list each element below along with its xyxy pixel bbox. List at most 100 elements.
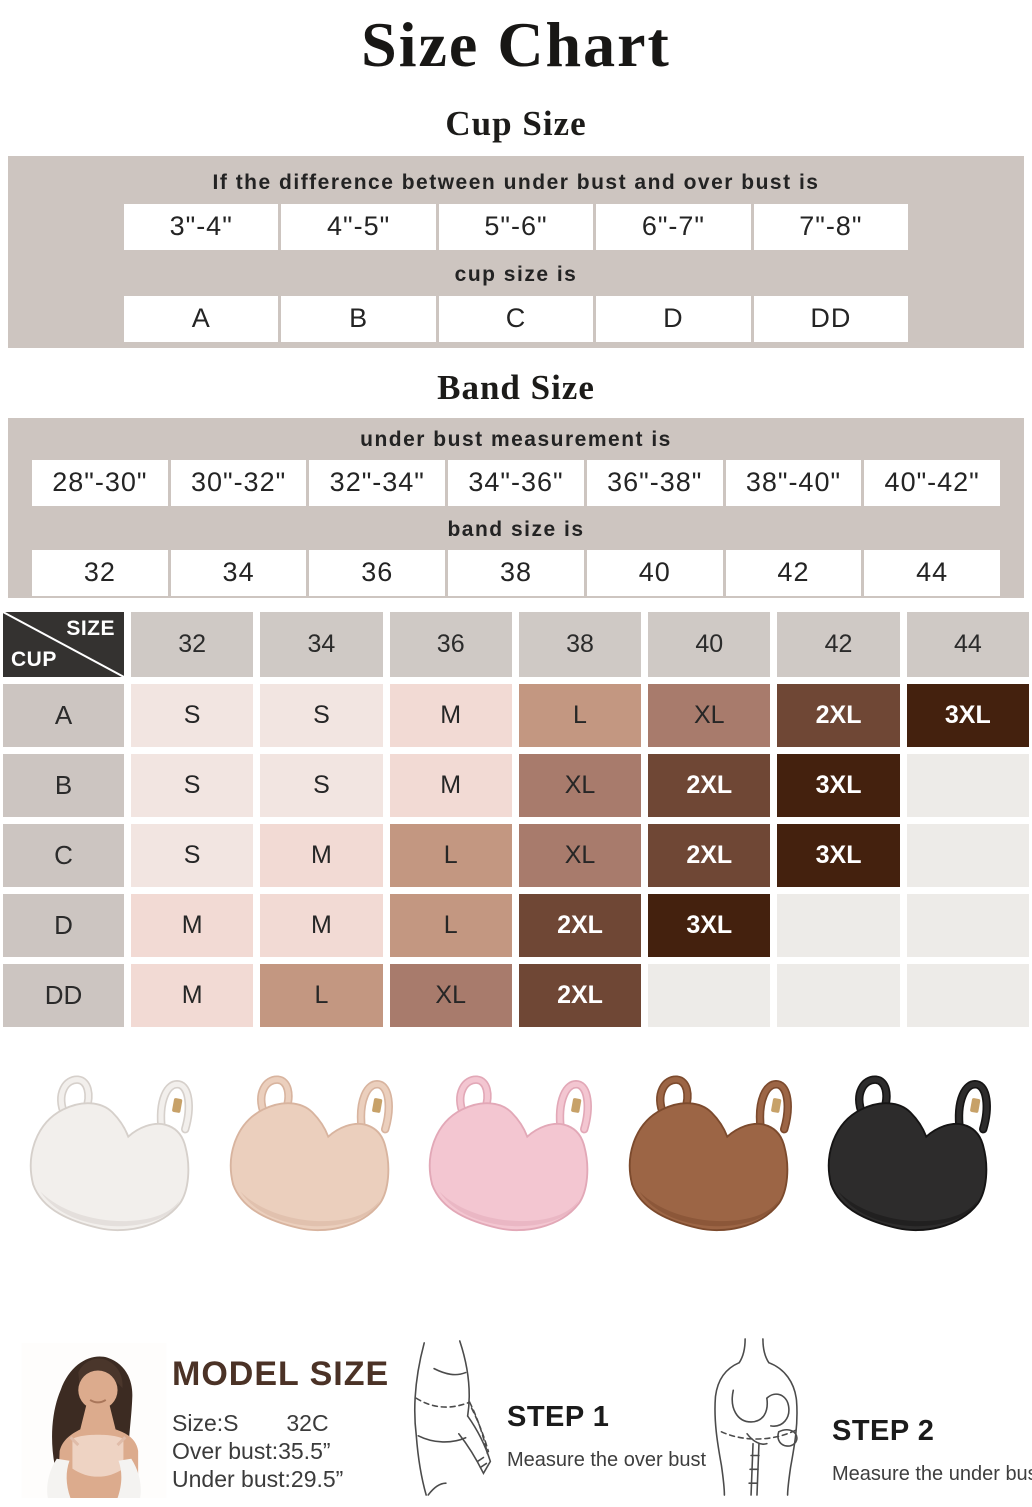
matrix-row-label: C	[3, 823, 124, 887]
band-size-cell: 32	[32, 549, 168, 596]
band-size-cell: 38	[448, 549, 584, 596]
matrix-row-label: B	[3, 753, 124, 817]
matrix-size-cell: S	[260, 753, 383, 817]
band-size-cell: 42	[725, 549, 862, 596]
cup-size-table: If the difference between under bust and…	[8, 155, 1024, 348]
product-color-row	[0, 1027, 1032, 1327]
step-1-block: STEP 1 Measure the over bust	[507, 1401, 706, 1472]
band-range-cell: 36"-38"	[586, 459, 723, 506]
matrix-size-cell: 2XL	[518, 893, 642, 957]
matrix-size-cell: S	[131, 683, 254, 747]
cup-result-label: cup size is	[454, 262, 578, 286]
measure-under-bust-illustration	[693, 1337, 818, 1502]
cup-difference-cell: 4"-5"	[281, 203, 436, 250]
bra-beige-image	[220, 1075, 416, 1245]
cup-letter-cell: D	[596, 295, 751, 342]
cup-difference-cell: 3"-4"	[124, 203, 279, 250]
band-size-heading: Band Size	[437, 367, 595, 407]
matrix-size-cell: M	[131, 893, 254, 957]
matrix-col-header: 40	[648, 611, 771, 677]
cup-size-heading: Cup Size	[445, 103, 587, 143]
model-cup-value: 32C	[286, 1409, 329, 1436]
diagonal-divider-icon	[3, 611, 124, 677]
matrix-size-cell: 2XL	[777, 683, 900, 747]
matrix-empty-cell	[777, 893, 900, 957]
step-1-label: STEP 1	[507, 1400, 610, 1433]
matrix-empty-cell	[906, 823, 1029, 887]
band-range-cell: 40"-42"	[864, 459, 1001, 506]
band-range-cell: 32"-34"	[309, 459, 446, 506]
matrix-size-cell: S	[260, 683, 383, 747]
band-size-row: 32 34 36 38 40 42 44	[32, 549, 1001, 596]
model-photo	[20, 1342, 168, 1503]
cup-condition-label: If the difference between under bust and…	[212, 170, 820, 194]
page-title: Size Chart	[361, 9, 671, 80]
matrix-size-cell: XL	[389, 963, 512, 1027]
matrix-size-cell: 3XL	[906, 683, 1029, 747]
step-2-caption: Measure the under bust	[832, 1462, 1032, 1485]
band-range-cell: 38"-40"	[725, 459, 862, 506]
matrix-size-cell: L	[389, 823, 512, 887]
model-info-block: MODEL SIZE Size:S 32C Over bust:35.5” Un…	[172, 1355, 389, 1493]
bra-brown-image	[619, 1075, 815, 1245]
corner-size-label: SIZE	[66, 616, 115, 640]
matrix-empty-cell	[648, 963, 771, 1027]
cup-difference-cell: 5"-6"	[438, 203, 594, 250]
matrix-size-cell: XL	[648, 683, 771, 747]
matrix-size-cell: M	[260, 823, 383, 887]
band-range-cell: 34"-36"	[448, 459, 584, 506]
matrix-row-label: DD	[3, 963, 124, 1027]
band-range-cell: 28"-30"	[32, 459, 168, 506]
cup-difference-cell: 6"-7"	[596, 203, 751, 250]
band-condition-label: under bust measurement is	[360, 427, 672, 451]
model-size-line: Size:S 32C	[172, 1409, 389, 1437]
matrix-empty-cell	[906, 753, 1029, 817]
band-size-cell: 40	[586, 549, 723, 596]
cup-difference-cell: 7"-8"	[753, 203, 909, 250]
band-range-row: 28"-30" 30"-32" 32"-34" 34"-36" 36"-38" 38"-4…	[32, 459, 1001, 506]
step-1-caption: Measure the over bust	[507, 1448, 706, 1471]
cup-letter-cell: DD	[753, 295, 909, 342]
matrix-size-cell: L	[389, 893, 512, 957]
matrix-size-cell: S	[131, 823, 254, 887]
band-range-cell: 30"-32"	[170, 459, 307, 506]
matrix-col-header: 42	[777, 611, 900, 677]
measure-over-bust-illustration	[388, 1339, 493, 1502]
cup-letter-row: A B C D DD	[124, 295, 909, 342]
cup-letter-cell: C	[438, 295, 594, 342]
matrix-size-cell: XL	[518, 823, 642, 887]
matrix-size-cell: M	[389, 753, 512, 817]
band-size-table: under bust measurement is 28"-30" 30"-32"…	[8, 417, 1024, 598]
cup-letter-cell: B	[281, 295, 436, 342]
matrix-row-label: A	[3, 683, 124, 747]
model-size-value: Size:S	[172, 1409, 239, 1436]
band-size-cell: 36	[309, 549, 446, 596]
matrix-col-header: 44	[906, 611, 1029, 677]
matrix-size-cell: M	[260, 893, 383, 957]
band-size-cell: 44	[864, 549, 1001, 596]
matrix-size-cell: M	[131, 963, 254, 1027]
matrix-size-cell: 3XL	[648, 893, 771, 957]
matrix-size-cell: L	[518, 683, 642, 747]
cup-difference-row: 3"-4" 4"-5" 5"-6" 6"-7" 7"-8"	[124, 203, 909, 250]
matrix-empty-cell	[777, 963, 900, 1027]
matrix-size-cell: 2XL	[648, 753, 771, 817]
matrix-empty-cell	[906, 893, 1029, 957]
bra-pink-image	[419, 1075, 615, 1245]
matrix-size-cell: 2XL	[518, 963, 642, 1027]
bra-black-image	[818, 1075, 1014, 1245]
cup-letter-cell: A	[124, 295, 279, 342]
band-result-label: band size is	[447, 517, 585, 541]
matrix-col-header: 34	[260, 611, 383, 677]
matrix-size-cell: L	[260, 963, 383, 1027]
matrix-col-header: 32	[131, 611, 254, 677]
matrix-col-header: 38	[518, 611, 642, 677]
model-size-heading: MODEL SIZE	[172, 1354, 390, 1393]
step-2-block: STEP 2 Measure the under bust	[832, 1415, 1032, 1486]
matrix-row-label: D	[3, 893, 124, 957]
band-size-cell: 34	[170, 549, 307, 596]
matrix-size-cell: 3XL	[777, 823, 900, 887]
bra-white-image	[20, 1075, 216, 1245]
matrix-col-header: 36	[389, 611, 512, 677]
footer-section: MODEL SIZE Size:S 32C Over bust:35.5” Un…	[0, 1337, 1032, 1507]
